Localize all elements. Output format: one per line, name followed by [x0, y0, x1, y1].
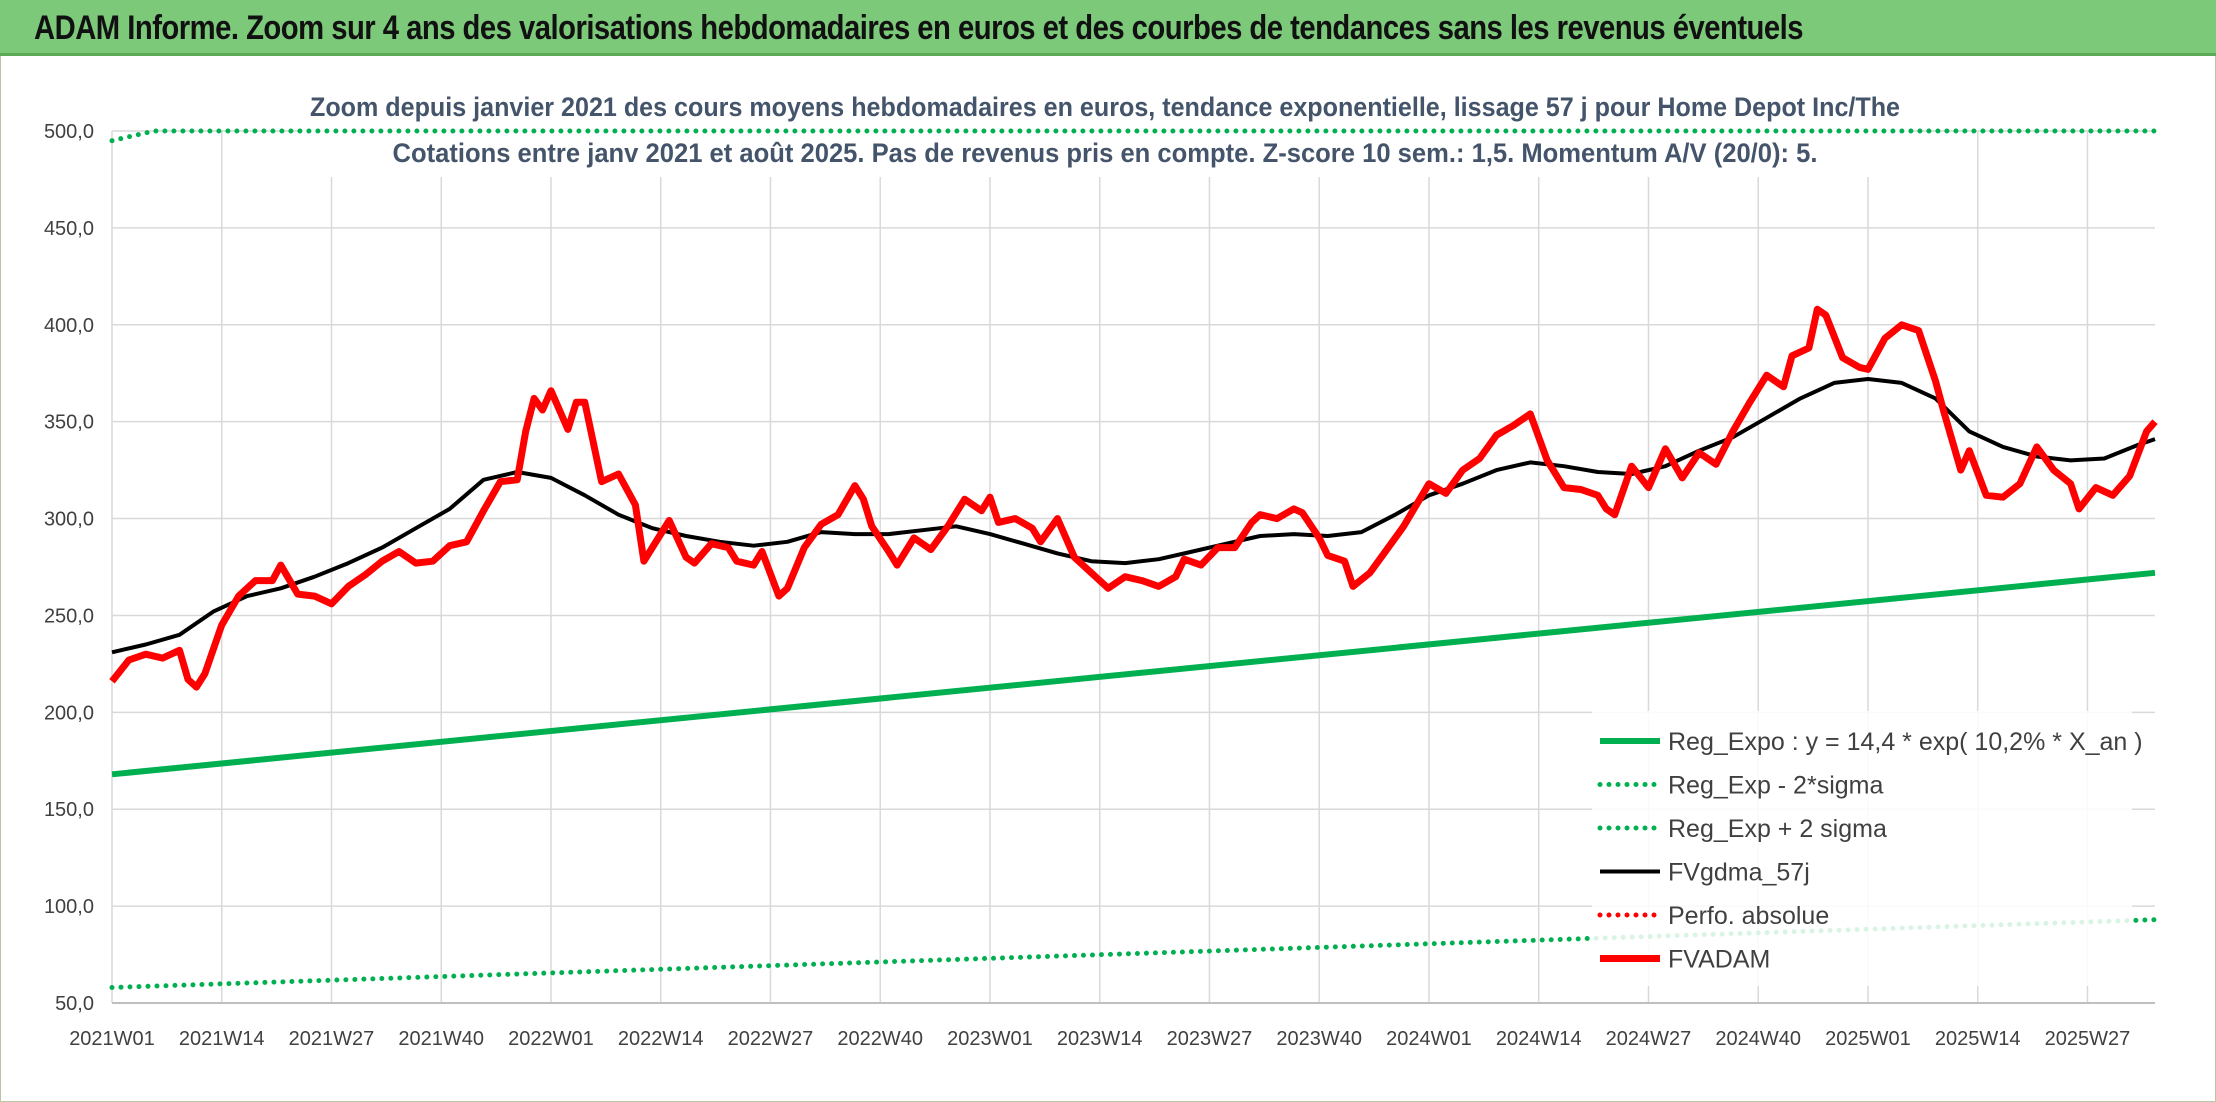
y-tick-label: 50,0 — [55, 993, 94, 1015]
x-tick-label: 2021W27 — [289, 1028, 375, 1050]
legend-label: Perfo. absolue — [1668, 902, 1829, 930]
x-tick-label: 2025W01 — [1825, 1028, 1911, 1050]
x-tick-label: 2025W27 — [2045, 1028, 2131, 1050]
legend-label: Reg_Exp - 2*sigma — [1668, 772, 1883, 800]
y-tick-label: 200,0 — [44, 702, 94, 724]
y-tick-label: 150,0 — [44, 799, 94, 821]
x-tick-label: 2024W01 — [1386, 1028, 1472, 1050]
legend-background — [1592, 711, 2132, 986]
x-tick-label: 2022W40 — [837, 1028, 923, 1050]
legend-label: FVgdma_57j — [1668, 859, 1810, 887]
x-tick-label: 2023W40 — [1276, 1028, 1362, 1050]
y-tick-label: 450,0 — [44, 218, 94, 240]
x-tick-label: 2023W01 — [947, 1028, 1033, 1050]
y-axis-ticks: 50,0 100,0 150,0 200,0 250,0 300,0 350,0 400,0 4… — [44, 121, 94, 1015]
x-tick-label: 2024W14 — [1496, 1028, 1582, 1050]
x-tick-label: 2021W01 — [69, 1028, 155, 1050]
series-reg-expo-y-14-4-exp-10-2-x-an-line — [111, 569, 2156, 778]
legend-label: FVADAM — [1668, 946, 1770, 974]
report-banner-title: ADAM Informe. Zoom sur 4 ans des valoris… — [34, 9, 1804, 47]
series-reg-exp-2-sigma-line — [109, 128, 2158, 144]
x-tick-label: 2021W40 — [398, 1028, 484, 1050]
x-tick-label: 2022W01 — [508, 1028, 594, 1050]
report-banner: ADAM Informe. Zoom sur 4 ans des valoris… — [0, 0, 2216, 56]
y-tick-label: 250,0 — [44, 605, 94, 627]
legend-label: Reg_Expo : y = 14,4 * exp( 10,2% * X_an … — [1668, 728, 2143, 756]
x-tick-label: 2023W27 — [1167, 1028, 1253, 1050]
x-tick-label: 2022W14 — [618, 1028, 704, 1050]
x-tick-label: 2024W40 — [1715, 1028, 1801, 1050]
y-tick-label: 350,0 — [44, 412, 94, 434]
x-tick-label: 2022W27 — [728, 1028, 814, 1050]
series-fvgdma-57j-line — [111, 377, 2156, 655]
chart-title: Zoom depuis janvier 2021 des cours moyen… — [310, 92, 1900, 122]
x-tick-label: 2024W27 — [1606, 1028, 1692, 1050]
chart-subtitle: Cotations entre janv 2021 et août 2025. … — [393, 138, 1818, 168]
x-tick-label: 2025W14 — [1935, 1028, 2021, 1050]
y-tick-label: 300,0 — [44, 509, 94, 531]
legend-label: Reg_Exp + 2 sigma — [1668, 815, 1887, 843]
y-tick-label: 400,0 — [44, 315, 94, 337]
chart-legend: Reg_Expo : y = 14,4 * exp( 10,2% * X_an … — [1592, 711, 2143, 986]
y-tick-label: 100,0 — [44, 896, 94, 918]
x-tick-label: 2023W14 — [1057, 1028, 1143, 1050]
series-fvadam-line — [109, 305, 2158, 691]
y-tick-label: 500,0 — [44, 121, 94, 143]
x-axis-ticks: 2021W01 2021W14 2021W27 2021W40 2022W01 2022W… — [69, 1028, 2130, 1050]
x-tick-label: 2021W14 — [179, 1028, 265, 1050]
